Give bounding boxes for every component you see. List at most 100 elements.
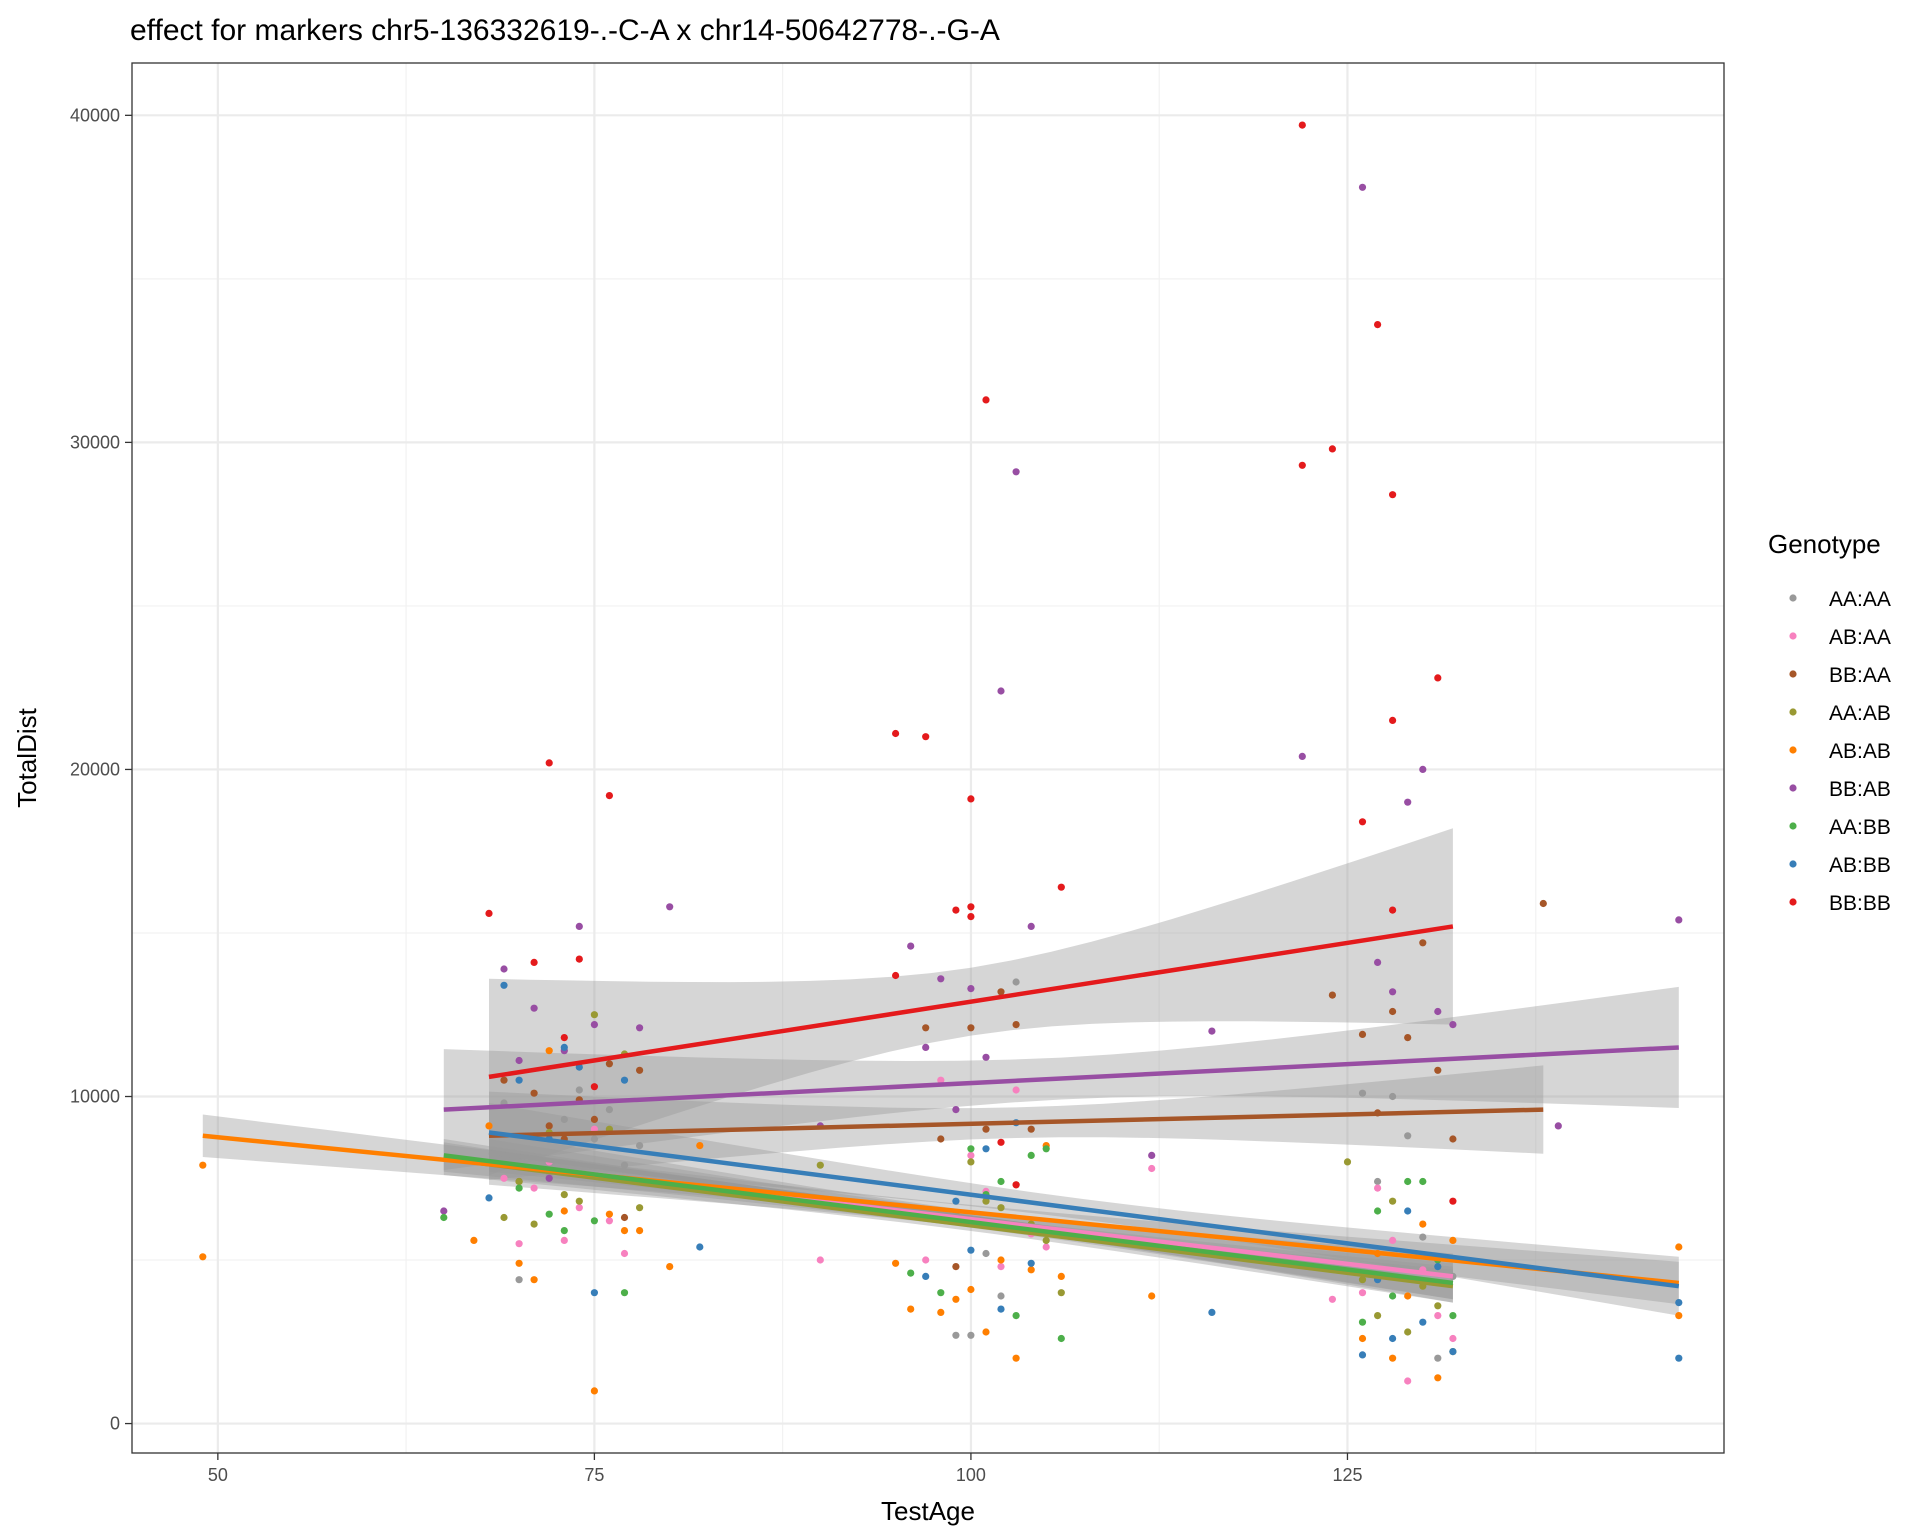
trend-line-AA:BB xyxy=(443,1153,1454,1286)
data-point-BB:AB xyxy=(1419,765,1427,774)
data-point-AB:AA xyxy=(997,1263,1005,1271)
legend-label-AB:AA: AB:AA xyxy=(1829,626,1891,649)
data-point-AB:AB xyxy=(952,1295,960,1303)
data-point-AB:AA xyxy=(937,1076,945,1084)
y-tick-label: 20000 xyxy=(70,759,120,779)
data-point-BB:BB xyxy=(605,792,614,800)
data-point-AA:AA xyxy=(575,1086,583,1094)
data-point-AB:AA xyxy=(605,1217,614,1225)
data-point-AA:AB xyxy=(1343,1158,1352,1166)
data-point-BB:AA xyxy=(1419,939,1427,947)
legend-key-AB:AA xyxy=(1789,632,1797,640)
data-point-BB:AB xyxy=(575,922,583,931)
data-point-BB:AB xyxy=(1449,1021,1457,1029)
data-point-AB:AA xyxy=(816,1256,824,1264)
data-point-BB:BB xyxy=(967,795,975,803)
data-point-BB:AA xyxy=(500,1076,508,1084)
data-point-AB:AB xyxy=(1404,1292,1412,1300)
data-point-AA:BB xyxy=(1374,1207,1382,1215)
data-point-BB:BB xyxy=(1012,1181,1020,1189)
data-point-AA:BB xyxy=(997,1177,1005,1186)
trend-line-BB:BB xyxy=(488,924,1454,1080)
data-point-AA:AA xyxy=(620,1161,629,1169)
legend-key-BB:BB xyxy=(1789,898,1797,906)
legend-items: AA:AA AB:AA BB:AA AA:AB AB:AB BB:AB AA:BB AB:BB… xyxy=(1789,588,1891,915)
data-point-AA:BB xyxy=(440,1213,448,1222)
data-point-AA:AB xyxy=(1057,1289,1065,1297)
data-point-AB:AA xyxy=(620,1249,629,1258)
data-point-AA:AB xyxy=(1042,1236,1050,1244)
data-point-BB:BB xyxy=(982,396,990,404)
data-point-AA:AA xyxy=(997,1292,1005,1300)
y-tick-label: 10000 xyxy=(70,1087,120,1107)
legend-label-AA:BB: AA:BB xyxy=(1829,816,1891,839)
data-point-AB:AB xyxy=(666,1263,674,1271)
data-point-AA:AB xyxy=(530,1220,538,1228)
data-point-AB:BB xyxy=(1675,1299,1683,1307)
data-point-AA:BB xyxy=(545,1210,553,1218)
data-point-BB:AB xyxy=(636,1024,644,1032)
data-point-AB:AA xyxy=(1374,1184,1382,1192)
trend-line-BB:AB xyxy=(443,1045,1679,1112)
legend: Genotype AA:AAAB:AABB:AAAA:ABAB:ABBB:ABA… xyxy=(1768,529,1891,915)
data-point-BB:BB xyxy=(530,958,538,967)
data-point-AB:BB xyxy=(1675,1354,1683,1362)
data-point-AA:AA xyxy=(1419,1233,1427,1241)
data-points xyxy=(199,121,1683,1395)
data-point-AA:BB xyxy=(907,1269,915,1277)
data-point-BB:BB xyxy=(545,759,553,767)
data-point-AA:AB xyxy=(982,1197,990,1205)
data-point-BB:AB xyxy=(1027,922,1035,931)
data-point-BB:BB xyxy=(1389,491,1397,499)
data-point-BB:AB xyxy=(440,1207,448,1215)
data-point-BB:BB xyxy=(892,729,900,738)
data-point-BB:AA xyxy=(620,1213,629,1222)
data-point-AB:BB xyxy=(590,1289,599,1297)
data-point-AA:AA xyxy=(605,1106,614,1114)
data-point-AB:AB xyxy=(1012,1354,1020,1362)
data-point-BB:AB xyxy=(967,985,975,993)
data-point-BB:AA xyxy=(952,1263,960,1271)
data-point-AA:BB xyxy=(515,1184,523,1192)
data-point-AA:AA xyxy=(1012,978,1020,986)
data-point-AA:BB xyxy=(1419,1177,1427,1186)
data-point-AB:BB xyxy=(952,1197,960,1205)
data-point-AB:BB xyxy=(1434,1263,1442,1271)
data-point-AB:AB xyxy=(1675,1312,1683,1320)
trend-line-AB:AB xyxy=(202,1133,1680,1286)
legend-key-AB:BB xyxy=(1789,860,1797,868)
major-gridlines xyxy=(132,63,1724,1453)
data-point-AA:BB xyxy=(1389,1292,1397,1300)
data-point-BB:AA xyxy=(1389,1007,1397,1016)
data-point-BB:AB xyxy=(500,965,508,973)
data-point-BB:AB xyxy=(1434,1007,1442,1016)
data-point-AB:AA xyxy=(1434,1312,1442,1320)
legend-label-BB:BB: BB:BB xyxy=(1829,892,1891,915)
data-point-AB:AA xyxy=(1328,1295,1336,1303)
data-point-AB:AB xyxy=(1449,1236,1457,1244)
data-point-AB:BB xyxy=(982,1145,990,1153)
data-point-BB:AB xyxy=(1675,916,1683,924)
trend-line-AB:BB xyxy=(488,1130,1680,1289)
data-point-BB:AA xyxy=(982,1125,990,1133)
data-point-AB:AB xyxy=(907,1305,915,1313)
y-tick-label: 40000 xyxy=(70,105,120,125)
data-point-BB:AA xyxy=(1404,1034,1412,1042)
trend-lines xyxy=(202,924,1680,1289)
data-point-AA:AA xyxy=(1389,1092,1397,1101)
data-point-AA:BB xyxy=(1449,1312,1457,1320)
data-point-BB:AB xyxy=(666,903,674,911)
legend-key-AB:AB xyxy=(1789,746,1797,754)
data-point-BB:AB xyxy=(922,1043,930,1051)
data-point-AA:AB xyxy=(1389,1197,1397,1205)
data-point-BB:AA xyxy=(1328,991,1336,999)
data-point-AB:AB xyxy=(1027,1266,1035,1274)
data-point-AB:AA xyxy=(560,1236,568,1244)
data-point-AA:BB xyxy=(967,1145,975,1153)
data-point-AA:AB xyxy=(1358,1276,1367,1284)
data-point-BB:AB xyxy=(1298,752,1306,761)
data-point-AA:AA xyxy=(590,1135,599,1143)
data-point-BB:BB xyxy=(892,971,900,980)
data-point-AB:AA xyxy=(1449,1334,1457,1343)
